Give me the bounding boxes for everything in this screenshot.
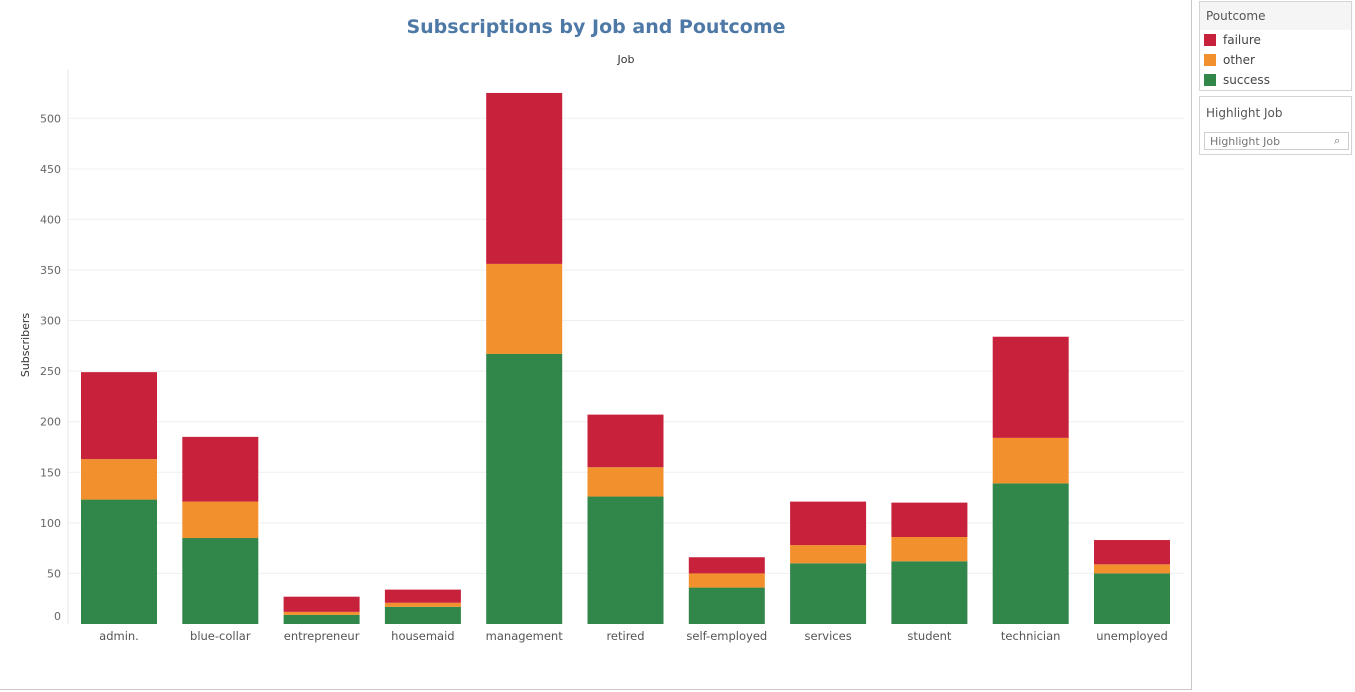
- bar-segment-other[interactable]: [992, 437, 1069, 484]
- highlight-search-box[interactable]: ⌕: [1204, 132, 1349, 150]
- x-tick-label: services: [805, 629, 852, 643]
- y-axis-ticks: 0 50 100 150 200 250 300 350 400 450 500: [40, 112, 61, 623]
- bar-segment-failure[interactable]: [81, 372, 157, 460]
- legend-item-success[interactable]: success: [1200, 70, 1351, 90]
- bar-segment-success[interactable]: [486, 353, 563, 624]
- chart-pane: Subscriptions by Job and Poutcome Job Su…: [0, 0, 1192, 690]
- y-tick-label: 0: [54, 610, 61, 623]
- bar-segment-failure[interactable]: [587, 414, 664, 468]
- legend-swatch: [1204, 74, 1216, 86]
- x-tick-label: unemployed: [1096, 629, 1168, 643]
- bar-segment-success[interactable]: [283, 614, 360, 624]
- legend-swatch: [1204, 34, 1216, 46]
- chart-title: Subscriptions by Job and Poutcome: [406, 16, 785, 38]
- bar-segment-other[interactable]: [81, 459, 157, 500]
- x-tick-label: housemaid: [391, 629, 454, 643]
- bar-segment-failure[interactable]: [486, 92, 563, 264]
- x-tick-label: retired: [606, 629, 644, 643]
- bar-segment-other[interactable]: [283, 611, 360, 615]
- x-tick-label: self-employed: [686, 629, 767, 643]
- bar-chart: Subscriptions by Job and Poutcome Job Su…: [19, 16, 1184, 643]
- bar-segment-success[interactable]: [688, 587, 765, 624]
- legend-label: failure: [1223, 33, 1261, 47]
- x-tick-label: student: [907, 629, 951, 643]
- legend-title: Poutcome: [1200, 2, 1351, 30]
- poutcome-legend: Poutcome failure other success: [1199, 1, 1352, 91]
- y-tick-label: 100: [40, 517, 61, 530]
- x-axis-ticks: admin. blue-collar entrepreneur housemaid ma…: [99, 629, 1168, 643]
- bar-segment-other[interactable]: [182, 501, 259, 539]
- bar-segment-failure[interactable]: [992, 336, 1069, 438]
- highlight-job-input[interactable]: [1205, 134, 1330, 148]
- bar-segment-failure[interactable]: [182, 436, 259, 502]
- x-tick-label: management: [486, 629, 564, 643]
- legend-items: failure other success: [1200, 30, 1351, 90]
- bar-segment-success[interactable]: [891, 561, 968, 624]
- bar-segment-other[interactable]: [587, 467, 664, 497]
- bar-segment-success[interactable]: [384, 606, 461, 624]
- bar-segment-success[interactable]: [1094, 573, 1170, 624]
- bar-segment-other[interactable]: [486, 263, 563, 354]
- bar-segment-other[interactable]: [891, 537, 968, 562]
- x-tick-label: blue-collar: [190, 629, 251, 643]
- y-tick-label: 150: [40, 466, 61, 479]
- y-tick-label: 250: [40, 365, 61, 378]
- bar-segment-other[interactable]: [1094, 564, 1170, 574]
- bar-segment-failure[interactable]: [283, 596, 360, 612]
- y-tick-label: 200: [40, 416, 61, 429]
- bar-segment-success[interactable]: [992, 483, 1069, 624]
- legend-label: success: [1223, 73, 1270, 87]
- bar-segment-other[interactable]: [384, 602, 461, 607]
- y-tick-label: 400: [40, 213, 61, 226]
- y-axis-label: Subscribers: [19, 313, 32, 378]
- bar-segment-failure[interactable]: [688, 557, 765, 574]
- bars: [81, 92, 1170, 624]
- bar-segment-other[interactable]: [790, 545, 867, 564]
- x-tick-label: entrepreneur: [284, 629, 360, 643]
- bar-segment-other[interactable]: [688, 573, 765, 588]
- x-tick-label: technician: [1001, 629, 1061, 643]
- highlight-job-card: Highlight Job ⌕: [1199, 96, 1352, 155]
- bar-segment-success[interactable]: [81, 499, 157, 624]
- y-tick-label: 500: [40, 112, 61, 125]
- search-icon[interactable]: ⌕: [1334, 134, 1341, 147]
- bar-segment-failure[interactable]: [384, 589, 461, 603]
- y-tick-label: 300: [40, 315, 61, 328]
- legend-swatch: [1204, 54, 1216, 66]
- bar-segment-success[interactable]: [587, 496, 664, 624]
- bar-segment-success[interactable]: [182, 538, 259, 624]
- x-tick-label: admin.: [99, 629, 139, 643]
- legend-item-other[interactable]: other: [1200, 50, 1351, 70]
- highlight-title: Highlight Job: [1200, 97, 1351, 130]
- y-tick-label: 350: [40, 264, 61, 277]
- legend-item-failure[interactable]: failure: [1200, 30, 1351, 50]
- column-header: Job: [617, 53, 635, 66]
- bar-segment-failure[interactable]: [1094, 540, 1170, 565]
- y-tick-label: 50: [47, 567, 61, 580]
- legend-label: other: [1223, 53, 1255, 67]
- bar-segment-failure[interactable]: [891, 502, 968, 538]
- y-tick-label: 450: [40, 163, 61, 176]
- bar-segment-failure[interactable]: [790, 501, 867, 546]
- bar-segment-success[interactable]: [790, 563, 867, 624]
